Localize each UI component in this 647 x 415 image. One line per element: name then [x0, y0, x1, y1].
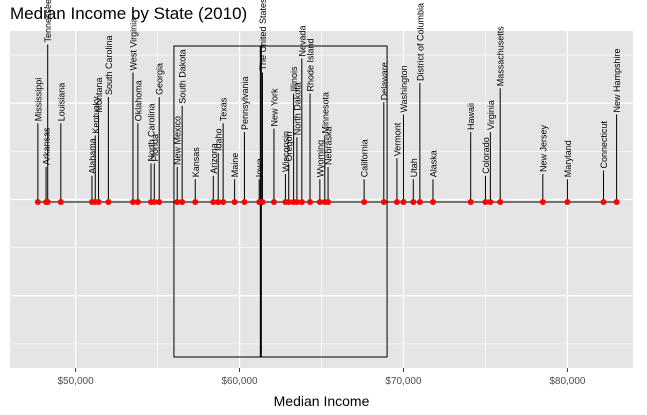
x-axis-title: Median Income — [274, 393, 370, 409]
label-california: California — [360, 139, 370, 177]
label-rhode-island: Rhode Island — [306, 38, 316, 91]
label-connecticut: Connecticut — [599, 120, 609, 168]
label-iowa: Iowa — [255, 158, 265, 177]
label-new-mexico: New Mexico — [173, 116, 183, 165]
label-mississippi: Mississippi — [33, 78, 43, 122]
point-the-united-states — [259, 199, 266, 205]
point-connecticut — [600, 199, 607, 205]
label-maryland: Maryland — [563, 140, 573, 177]
point-rhode-island — [307, 199, 314, 205]
label-idaho: Idaho — [214, 128, 224, 151]
label-arkansas: Arkansas — [42, 127, 52, 165]
label-north-carolina: North Carolina — [146, 103, 156, 161]
state-label-layer: Mississippi Arkansas Tennessee Louisiana Ala… — [33, 0, 622, 177]
point-new-hampshire — [613, 199, 620, 205]
point-delaware — [380, 199, 387, 205]
point-oklahoma — [134, 199, 141, 205]
label-georgia: Georgia — [155, 63, 165, 95]
label-virginia: Virginia — [486, 100, 496, 130]
label-district-of-columbia: District of Columbia — [415, 3, 425, 81]
point-texas — [220, 199, 227, 205]
x-axis: $50,000 $60,000 $70,000 $80,000 — [58, 368, 586, 387]
point-tennessee — [44, 199, 51, 205]
label-west-virginia: West Virginia — [128, 18, 138, 71]
label-kansas: Kansas — [191, 147, 201, 178]
point-south-carolina — [105, 199, 112, 205]
point-maryland — [564, 199, 571, 205]
point-south-dakota — [179, 199, 186, 205]
point-utah — [410, 199, 417, 205]
point-new-jersey — [539, 199, 546, 205]
point-layer — [34, 199, 620, 205]
point-hawaii — [467, 199, 474, 205]
point-vermont — [393, 199, 400, 205]
label-the-united-states: The United States — [258, 0, 268, 71]
point-nevada — [298, 199, 305, 205]
point-kansas — [192, 199, 199, 205]
label-delaware: Delaware — [379, 62, 389, 100]
point-alaska — [429, 199, 436, 205]
label-illinois: Illinois — [289, 66, 299, 92]
x-tick-label: $60,000 — [221, 376, 258, 387]
point-washington — [400, 199, 407, 205]
label-pennsylvania: Pennsylvania — [240, 76, 250, 130]
x-tick-label: $70,000 — [385, 376, 422, 387]
label-oklahoma: Oklahoma — [133, 80, 143, 121]
point-virginia — [487, 199, 494, 205]
point-colorado — [482, 199, 489, 205]
point-district-of-columbia — [416, 199, 423, 205]
point-pennsylvania — [241, 199, 248, 205]
label-north-dakota: North Dakota — [292, 82, 302, 135]
label-new-york: New York — [269, 88, 279, 127]
point-georgia — [156, 199, 163, 205]
label-minnesota: Minnesota — [320, 92, 330, 134]
chart-title: Median Income by State (2010) — [10, 4, 248, 23]
label-wisconsin: Wisconsin — [281, 131, 291, 172]
point-west-virginia — [129, 199, 136, 205]
label-south-dakota: South Dakota — [178, 49, 188, 104]
x-tick-label: $80,000 — [549, 376, 586, 387]
point-louisiana — [57, 199, 64, 205]
x-tick-label: $50,000 — [58, 376, 95, 387]
point-maine — [231, 199, 238, 205]
label-arizona: Arizona — [209, 143, 219, 174]
label-nevada: Nevada — [297, 25, 307, 56]
label-kentucky: Kentucky — [91, 96, 101, 134]
point-montana — [95, 199, 102, 205]
label-colorado: Colorado — [481, 137, 491, 174]
point-idaho — [215, 199, 222, 205]
label-utah: Utah — [409, 158, 419, 177]
label-tennessee: Tennessee — [43, 0, 53, 43]
point-florida — [151, 199, 158, 205]
label-montana: Montana — [94, 77, 104, 112]
point-arizona — [210, 199, 217, 205]
label-texas: Texas — [219, 97, 229, 121]
label-new-hampshire: New Hampshire — [612, 48, 622, 112]
point-north-dakota — [293, 199, 300, 205]
label-massachusetts: Massachusetts — [496, 26, 506, 87]
point-new-mexico — [174, 199, 181, 205]
label-alaska: Alaska — [428, 150, 438, 177]
point-california — [361, 199, 368, 205]
label-wyoming: Wyoming — [315, 140, 325, 177]
point-nebraska — [325, 199, 332, 205]
point-mississippi — [34, 199, 41, 205]
label-vermont: Vermont — [392, 122, 402, 156]
label-south-carolina: South Carolina — [104, 35, 114, 95]
point-oregon — [285, 199, 292, 205]
point-wyoming — [316, 199, 323, 205]
point-new-york — [270, 199, 277, 205]
label-nebraska: Nebraska — [324, 126, 334, 165]
label-florida: Florida — [150, 134, 160, 162]
label-louisiana: Louisiana — [56, 83, 66, 122]
label-alabama: Alabama — [87, 138, 97, 174]
label-washington: Washington — [399, 65, 409, 112]
label-hawaii: Hawaii — [466, 103, 476, 130]
label-maine: Maine — [230, 153, 240, 178]
point-massachusetts — [497, 199, 504, 205]
label-oregon: Oregon — [284, 131, 294, 161]
label-new-jersey: New Jersey — [538, 124, 548, 172]
